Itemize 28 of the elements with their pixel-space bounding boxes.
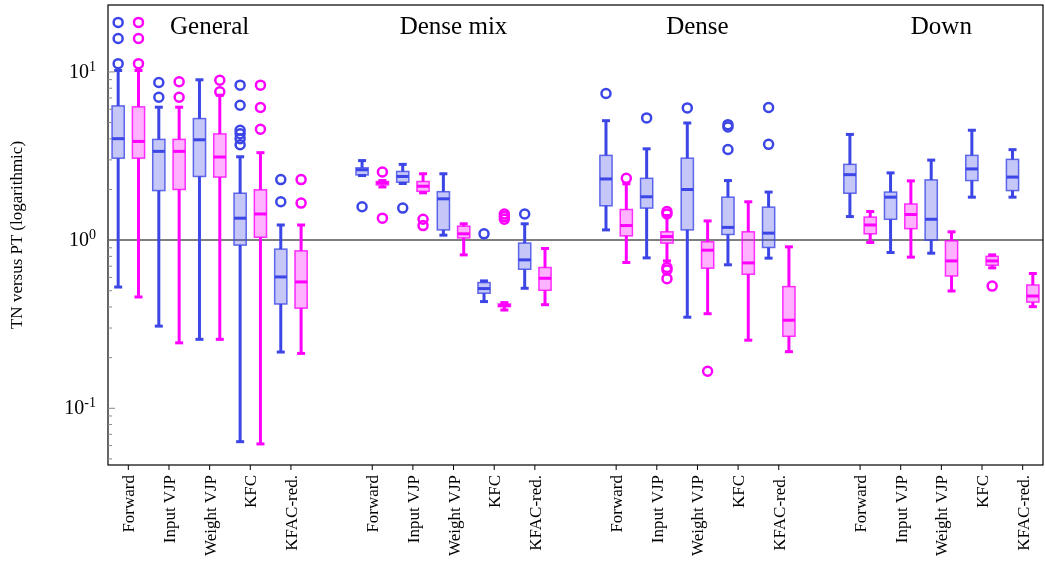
x-tick-label: Forward bbox=[119, 474, 139, 533]
y-tick-label: 10$^{0}$ bbox=[69, 226, 96, 251]
x-tick-label: Input VJP bbox=[891, 475, 911, 544]
y-axis-title: TN versus PT (logarithmic) bbox=[7, 140, 26, 330]
x-tick-label: Forward bbox=[607, 474, 627, 533]
x-tick-label: KFAC-red. bbox=[281, 475, 301, 551]
x-tick-label: KFC bbox=[729, 475, 749, 509]
annotation: Dense mix bbox=[399, 12, 508, 39]
annotation: Down bbox=[910, 12, 973, 39]
x-tick-label: Weight VJP bbox=[444, 475, 464, 556]
annotation: General bbox=[170, 12, 250, 39]
x-tick-label: Weight VJP bbox=[200, 475, 220, 556]
x-tick-label: KFAC-red. bbox=[525, 475, 545, 551]
annotation: Dense bbox=[666, 12, 729, 39]
y-tick-label: 10$^{1}$ bbox=[69, 58, 96, 82]
x-tick-label: KFC bbox=[973, 475, 993, 509]
y-tick-label: 10$^{-1}$ bbox=[64, 394, 96, 419]
x-tick-label: Weight VJP bbox=[688, 475, 708, 556]
x-tick-label: Input VJP bbox=[647, 475, 667, 544]
x-tick-label: Input VJP bbox=[159, 475, 179, 544]
x-tick-label: KFC bbox=[485, 475, 505, 509]
x-tick-label: Input VJP bbox=[403, 475, 423, 544]
x-tick-label: Forward bbox=[851, 474, 871, 533]
x-tick-label: KFAC-red. bbox=[1013, 475, 1033, 551]
x-tick-label: KFAC-red. bbox=[769, 475, 789, 551]
x-tick-label: KFC bbox=[241, 475, 261, 509]
x-tick-label: Forward bbox=[363, 474, 383, 533]
x-tick-label: Weight VJP bbox=[932, 475, 952, 556]
